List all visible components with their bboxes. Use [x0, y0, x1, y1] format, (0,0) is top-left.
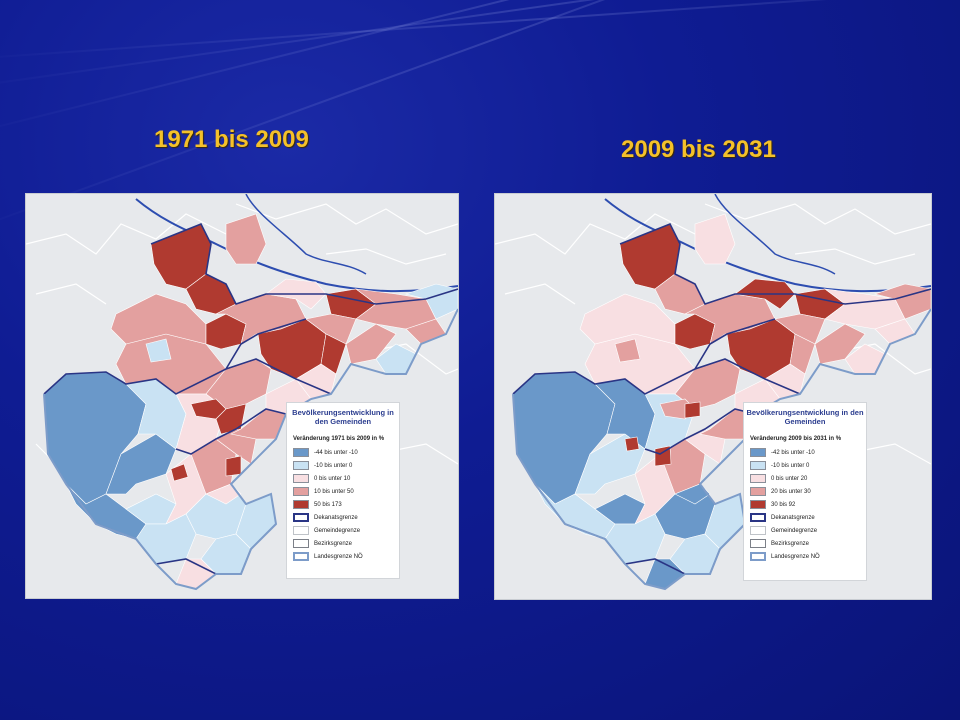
legend-label: Landesgrenze NÖ [314, 553, 363, 560]
legend-item: Gemeindegrenze [750, 524, 866, 537]
legend-label: -10 bis unter 0 [314, 462, 353, 469]
legend-swatch [750, 487, 766, 496]
legend-swatch [293, 539, 309, 548]
legend-item: 0 bis unter 10 [293, 472, 399, 485]
legend-swatch [293, 487, 309, 496]
background-streak [0, 0, 960, 62]
river-branch [714, 194, 836, 275]
title-left: 1971 bis 2009 [154, 126, 309, 153]
legend-item: Landesgrenze NÖ [750, 550, 866, 563]
legend-item: -42 bis unter -10 [750, 446, 866, 459]
legend-label: Gemeindegrenze [314, 527, 361, 534]
municipalities [512, 213, 931, 590]
legend-rows: -42 bis unter -10 -10 bis unter 0 0 bis … [744, 446, 866, 563]
legend-subtitle: Veränderung 1971 bis 2009 in % [293, 436, 385, 442]
river-branch [245, 194, 367, 275]
legend-item: -10 bis unter 0 [293, 459, 399, 472]
legend-label: Dekanatsgrenze [771, 514, 815, 521]
legend-swatch [750, 474, 766, 483]
river-danube [135, 198, 458, 293]
legend-item: Gemeindegrenze [293, 524, 399, 537]
legend-swatch [293, 552, 309, 561]
legend-label: -10 bis unter 0 [771, 462, 810, 469]
title-right: 2009 bis 2031 [621, 136, 776, 163]
legend-swatch [750, 513, 766, 522]
legend-swatch [293, 474, 309, 483]
legend-label: Landesgrenze NÖ [771, 553, 820, 560]
legend-label: 0 bis unter 20 [771, 475, 808, 482]
municipalities [43, 213, 458, 590]
legend-label: Dekanatsgrenze [314, 514, 358, 521]
legend-rows: -44 bis unter -10 -10 bis unter 0 0 bis … [287, 446, 399, 563]
legend-title: Bevölkerungsentwicklung in den Gemeinden [292, 408, 394, 426]
legend-swatch [293, 461, 309, 470]
legend-item: 0 bis unter 20 [750, 472, 866, 485]
legend-swatch [750, 461, 766, 470]
legend-item: 20 bis unter 30 [750, 485, 866, 498]
legend-label: -44 bis unter -10 [314, 449, 358, 456]
legend-subtitle: Veränderung 2009 bis 2031 in % [750, 436, 842, 442]
legend-title: Bevölkerungsentwicklung in den Gemeinden [746, 408, 864, 426]
legend-swatch [750, 552, 766, 561]
river-danube [604, 198, 931, 293]
legend-item: -10 bis unter 0 [750, 459, 866, 472]
legend-label: Bezirksgrenze [314, 540, 353, 547]
legend-label: 50 bis 173 [314, 501, 342, 508]
legend-item: 50 bis 173 [293, 498, 399, 511]
map-2009-2031: Bevölkerungsentwicklung in den Gemeinden… [494, 193, 932, 600]
legend-swatch [293, 526, 309, 535]
map-legend: Bevölkerungsentwicklung in den Gemeinden… [286, 402, 400, 579]
legend-swatch [293, 513, 309, 522]
legend-swatch [750, 539, 766, 548]
legend-label: -42 bis unter -10 [771, 449, 815, 456]
legend-swatch [750, 500, 766, 509]
land-border [43, 308, 458, 591]
map-canvas [26, 194, 458, 591]
legend-item: Bezirksgrenze [293, 537, 399, 550]
map-1971-2009: Bevölkerungsentwicklung in den Gemeinden… [25, 193, 459, 599]
legend-item: Landesgrenze NÖ [293, 550, 399, 563]
legend-item: 30 bis 92 [750, 498, 866, 511]
legend-label: Bezirksgrenze [771, 540, 810, 547]
legend-label: 30 bis 92 [771, 501, 796, 508]
legend-item: Dekanatsgrenze [293, 511, 399, 524]
legend-item: 10 bis unter 50 [293, 485, 399, 498]
map-legend: Bevölkerungsentwicklung in den Gemeinden… [743, 402, 867, 581]
legend-label: 10 bis unter 50 [314, 488, 354, 495]
legend-swatch [293, 500, 309, 509]
legend-swatch [750, 526, 766, 535]
legend-swatch [293, 448, 309, 457]
legend-swatch [750, 448, 766, 457]
map-canvas [495, 194, 931, 591]
legend-item: Bezirksgrenze [750, 537, 866, 550]
legend-item: Dekanatsgrenze [750, 511, 866, 524]
legend-label: 0 bis unter 10 [314, 475, 351, 482]
legend-label: 20 bis unter 30 [771, 488, 811, 495]
legend-label: Gemeindegrenze [771, 527, 818, 534]
land-border [512, 308, 931, 591]
legend-item: -44 bis unter -10 [293, 446, 399, 459]
neighbor-boundaries [495, 203, 931, 465]
